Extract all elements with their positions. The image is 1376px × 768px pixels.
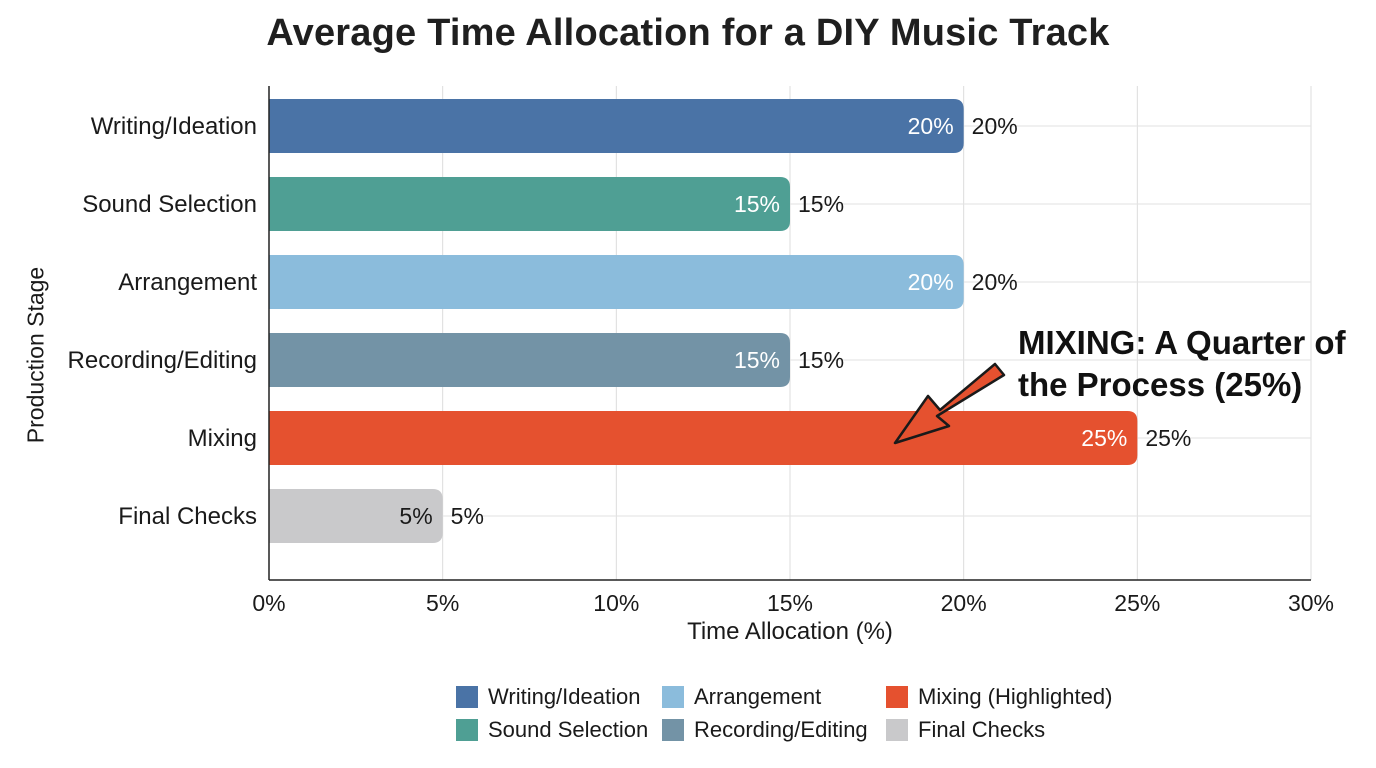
x-tick-label: 30% [1288,590,1334,616]
bar-inner-label: 15% [734,191,780,217]
y-tick-label: Final Checks [118,503,257,530]
legend-item: Recording/Editing [662,717,868,743]
legend-item: Mixing (Highlighted) [886,684,1112,710]
annotation-line-2: the Process (25%) [1018,366,1303,403]
legend-swatch [456,686,478,708]
legend-label: Arrangement [694,684,822,709]
bar [269,177,790,231]
annotation-arrow [893,362,1006,445]
x-tick-label: 0% [252,590,285,616]
bars: 20% 20% 15% 15% 20% 20% 15% 15% 25% 25% 5% 5% [269,99,1191,543]
axes: 0% 5% 10% 15% 20% 25% 30% Writing/Ideation Sound… [68,86,1334,616]
bar-inner-label: 20% [908,269,954,295]
legend-item: Writing/Ideation [456,684,640,710]
x-tick-label: 15% [767,590,813,616]
chart-title: Average Time Allocation for a DIY Music … [266,12,1110,54]
x-tick-label: 25% [1114,590,1160,616]
legend-swatch [886,686,908,708]
bar-inner-label: 15% [734,347,780,373]
y-tick-label: Arrangement [118,269,257,296]
legend-swatch [662,719,684,741]
legend-label: Writing/Ideation [488,684,641,709]
bar-outer-label: 5% [451,503,484,529]
bar [269,333,790,387]
bar [269,489,443,543]
bar [269,411,1138,465]
bar [269,99,964,153]
bar [269,255,964,309]
bar-outer-label: 15% [798,347,844,373]
x-axis-label: Time Allocation (%) [687,618,893,645]
legend-item: Final Checks [886,717,1045,743]
bar-inner-label: 20% [908,113,954,139]
x-tick-label: 5% [426,590,459,616]
x-tick-label: 10% [593,590,639,616]
legend-label: Mixing (Highlighted) [918,684,1113,709]
bar-outer-label: 20% [972,113,1018,139]
y-tick-label: Sound Selection [82,191,257,218]
legend-swatch [886,719,908,741]
legend-label: Final Checks [918,717,1046,742]
legend-label: Recording/Editing [694,717,868,742]
bar-outer-label: 20% [972,269,1018,295]
legend-label: Sound Selection [488,717,649,742]
legend-item: Sound Selection [456,717,648,743]
bar-outer-label: 25% [1145,425,1191,451]
y-tick-label: Recording/Editing [68,347,257,374]
bar-outer-label: 15% [798,191,844,217]
bar-inner-label: 25% [1081,425,1127,451]
mixing-annotation: MIXING: A Quarter of the Process (25%) [1018,322,1368,406]
legend-swatch [662,686,684,708]
legend-swatch [456,719,478,741]
bar-inner-label: 5% [399,503,432,529]
y-tick-label: Writing/Ideation [91,113,257,140]
annotation-line-1: MIXING: A Quarter of [1018,324,1346,361]
y-tick-label: Mixing [188,425,257,452]
x-tick-label: 20% [941,590,987,616]
legend-item: Arrangement [662,684,821,710]
arrow-icon [893,362,1006,445]
